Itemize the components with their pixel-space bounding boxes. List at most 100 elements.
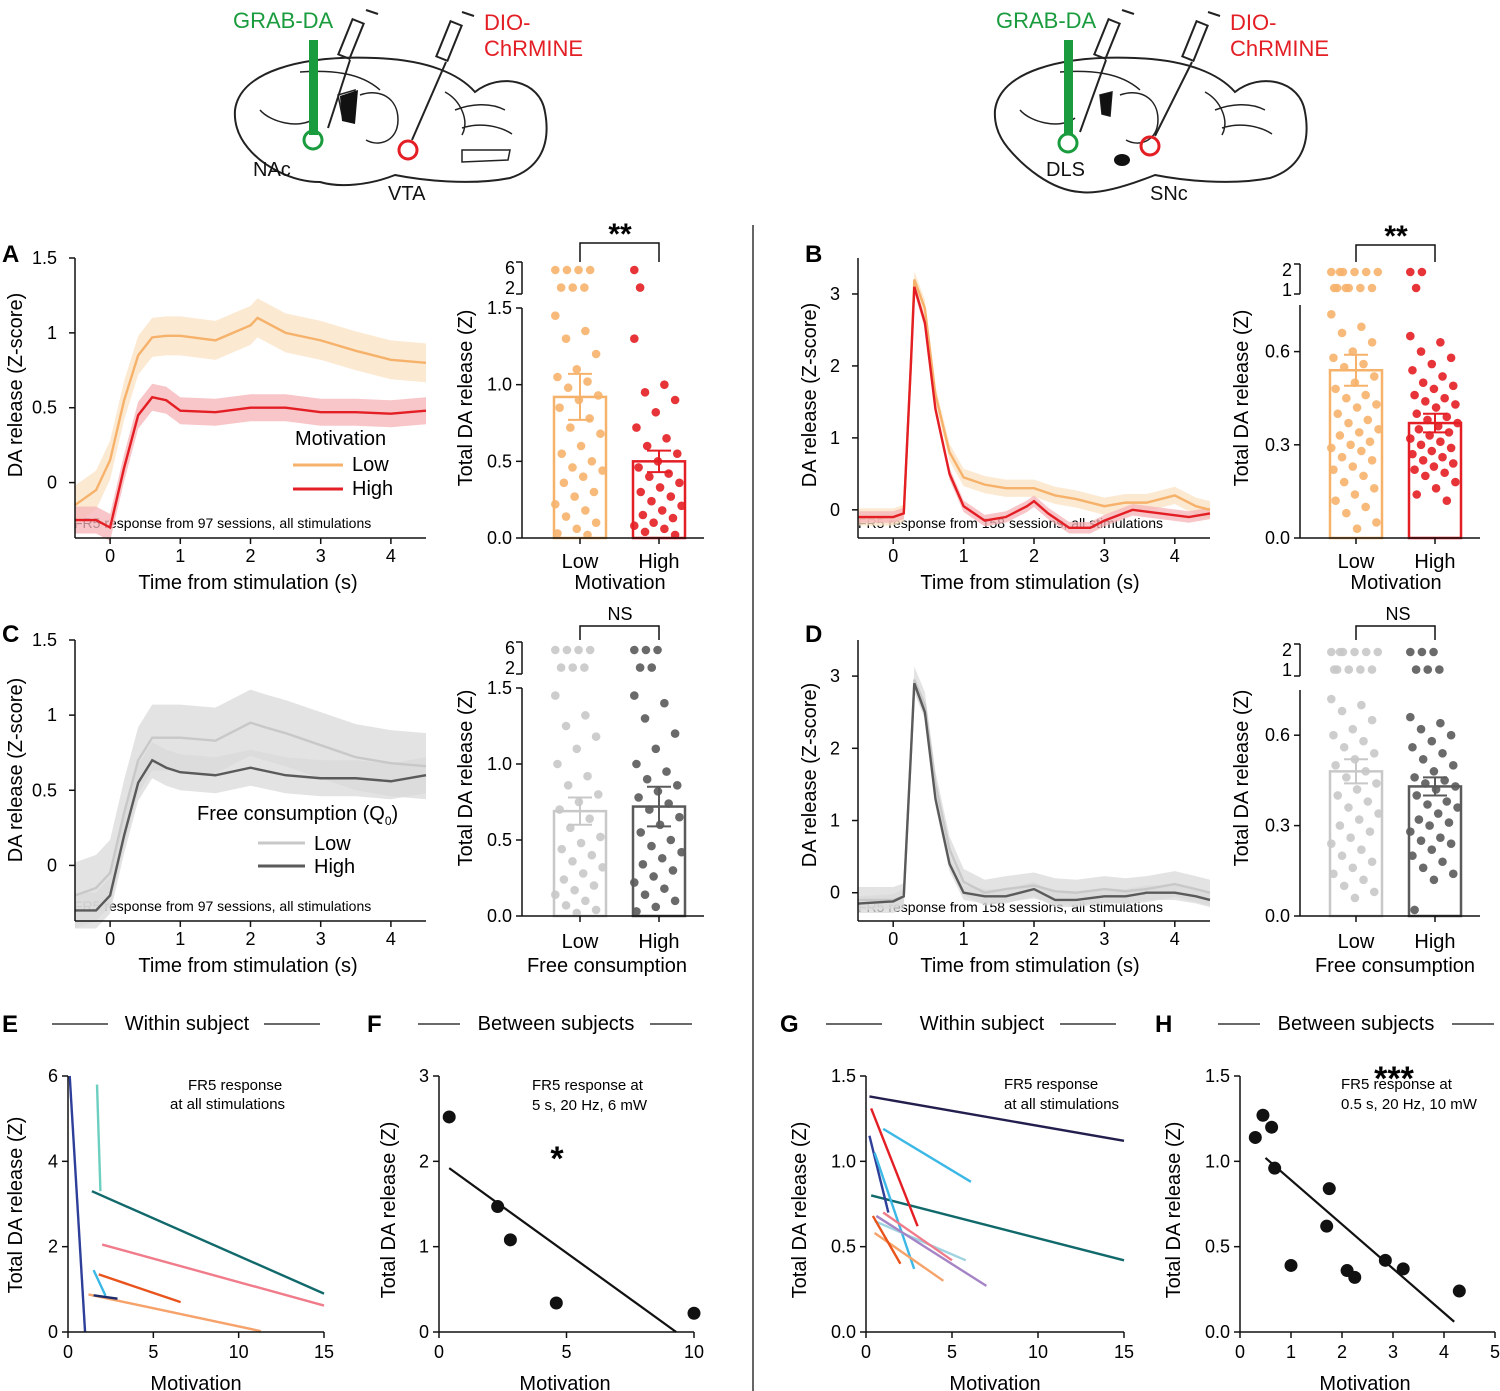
data-point: [1421, 779, 1430, 788]
y-tick-label: 0: [47, 855, 57, 875]
data-point: [645, 472, 654, 481]
data-point: [566, 423, 575, 432]
data-point: [561, 334, 571, 343]
fiber-probe: [1064, 40, 1073, 135]
panel-title: Within subject: [920, 1013, 1045, 1035]
chart-C: 0 1 2 3 4 0 0.5 1 1.5: [32, 630, 427, 949]
site-label-1: NAc: [253, 159, 291, 181]
outlier-point: [574, 265, 583, 275]
data-point: [1367, 715, 1377, 725]
data-point: [1406, 331, 1415, 341]
outlier-point: [1417, 647, 1427, 657]
data-point: [1339, 362, 1349, 372]
x-cat-high: High: [638, 551, 679, 573]
data-point: [655, 820, 665, 830]
data-point: [1416, 440, 1426, 450]
data-point: [570, 492, 579, 501]
data-point: [574, 395, 584, 405]
y-tick-label: 4: [48, 1151, 58, 1171]
data-point: [1365, 827, 1375, 836]
chart-F: 0 5 10 0 1 2 3: [419, 1066, 704, 1362]
significance-label: **: [608, 218, 632, 251]
data-point: [1436, 833, 1445, 842]
data-point: [1367, 857, 1377, 867]
data-point: [1337, 706, 1347, 716]
significance-bracket: [1355, 625, 1436, 640]
data-point: [1339, 742, 1349, 752]
y-tick-label: 0.6: [1265, 725, 1290, 745]
data-point: [630, 521, 639, 531]
data-point: [1412, 791, 1422, 800]
significance-label: NS: [1385, 604, 1410, 624]
outlier-point: [574, 645, 583, 655]
y-tick-label: 0: [419, 1322, 429, 1342]
x-tick-label: 1: [959, 929, 969, 949]
panel-G-labels: G Within subject Total DA release (Z) Mo…: [780, 1011, 1119, 1391]
data-point: [1451, 477, 1460, 487]
data-point: [572, 744, 582, 754]
outlier-point: [647, 663, 657, 672]
x-tick-label: 4: [1170, 929, 1180, 949]
y-tick-label: 1: [830, 428, 840, 448]
y-axis-label: Total DA release (Z): [455, 310, 477, 487]
y-tick-label: 0.0: [1205, 1322, 1230, 1342]
y-tick-break-top: 6: [505, 638, 515, 658]
data-point: [589, 487, 599, 497]
outlier-point: [585, 645, 595, 655]
x-tick-label: 4: [1439, 1342, 1449, 1362]
outlier-point: [1361, 647, 1371, 657]
data-point: [1406, 434, 1415, 443]
data-point: [551, 311, 560, 320]
panel-Bbar-labels: Total DA release (Z) Low High Motivation…: [1231, 220, 1456, 594]
x-tick-label: 0: [1235, 1342, 1245, 1362]
panel-letter: C: [2, 621, 19, 648]
outlier-point: [551, 645, 560, 655]
panel-Cbar-labels: Total DA release (Z) Low High Free consu…: [455, 604, 687, 977]
data-point: [638, 860, 648, 869]
data-point: [1423, 415, 1432, 425]
subject-line: [882, 1211, 953, 1262]
panel-H-labels: H Between subjects Total DA release (Z) …: [1155, 1011, 1494, 1391]
data-point: [1438, 372, 1447, 381]
chart-note: FR5 response from 97 sessions, all stimu…: [74, 898, 371, 914]
data-point: [557, 449, 567, 458]
data-point: [1333, 791, 1343, 800]
sem-band-high: [75, 383, 426, 541]
fiber-probe: [309, 40, 318, 135]
data-point: [1346, 440, 1355, 450]
x-cat-low: Low: [1338, 931, 1375, 953]
y-axis-label: Total DA release (Z): [1163, 1122, 1185, 1299]
data-point: [1342, 393, 1351, 403]
chart-note-1: FR5 response at: [1341, 1076, 1453, 1093]
data-point: [1427, 446, 1437, 456]
y-tick-label: 0.0: [487, 906, 512, 926]
x-tick-label: 3: [1099, 546, 1109, 566]
y-tick-label: 1.5: [32, 630, 57, 650]
data-point: [1337, 452, 1347, 462]
data-point: [1374, 809, 1383, 818]
data-point: [672, 780, 682, 790]
data-point: [1414, 815, 1424, 824]
subject-line: [882, 1127, 972, 1183]
syringe-icon: [1154, 11, 1221, 137]
data-point: [1322, 1182, 1336, 1196]
data-point: [1412, 409, 1422, 419]
data-point: [1348, 863, 1358, 873]
y-tick-label: 1.0: [487, 754, 512, 774]
x-axis-label: Motivation: [949, 1373, 1040, 1391]
panel-F-labels: F Between subjects Total DA release (Z) …: [367, 1011, 692, 1391]
panel-letter: B: [805, 241, 822, 268]
data-point: [653, 457, 663, 466]
series-line-high: [857, 682, 1211, 905]
subject-line: [95, 1084, 102, 1192]
data-point: [583, 530, 592, 540]
y-axis-label: Total DA release (Z): [789, 1122, 811, 1299]
data-point: [1408, 449, 1417, 459]
panel-letter: E: [2, 1011, 18, 1038]
x-tick-label: 15: [314, 1342, 334, 1362]
data-point: [1348, 724, 1358, 734]
data-point: [1333, 409, 1343, 419]
data-point: [1448, 761, 1458, 770]
significance-label: **: [1384, 220, 1408, 253]
y-axis-label: DA release (Z-score): [799, 303, 821, 488]
